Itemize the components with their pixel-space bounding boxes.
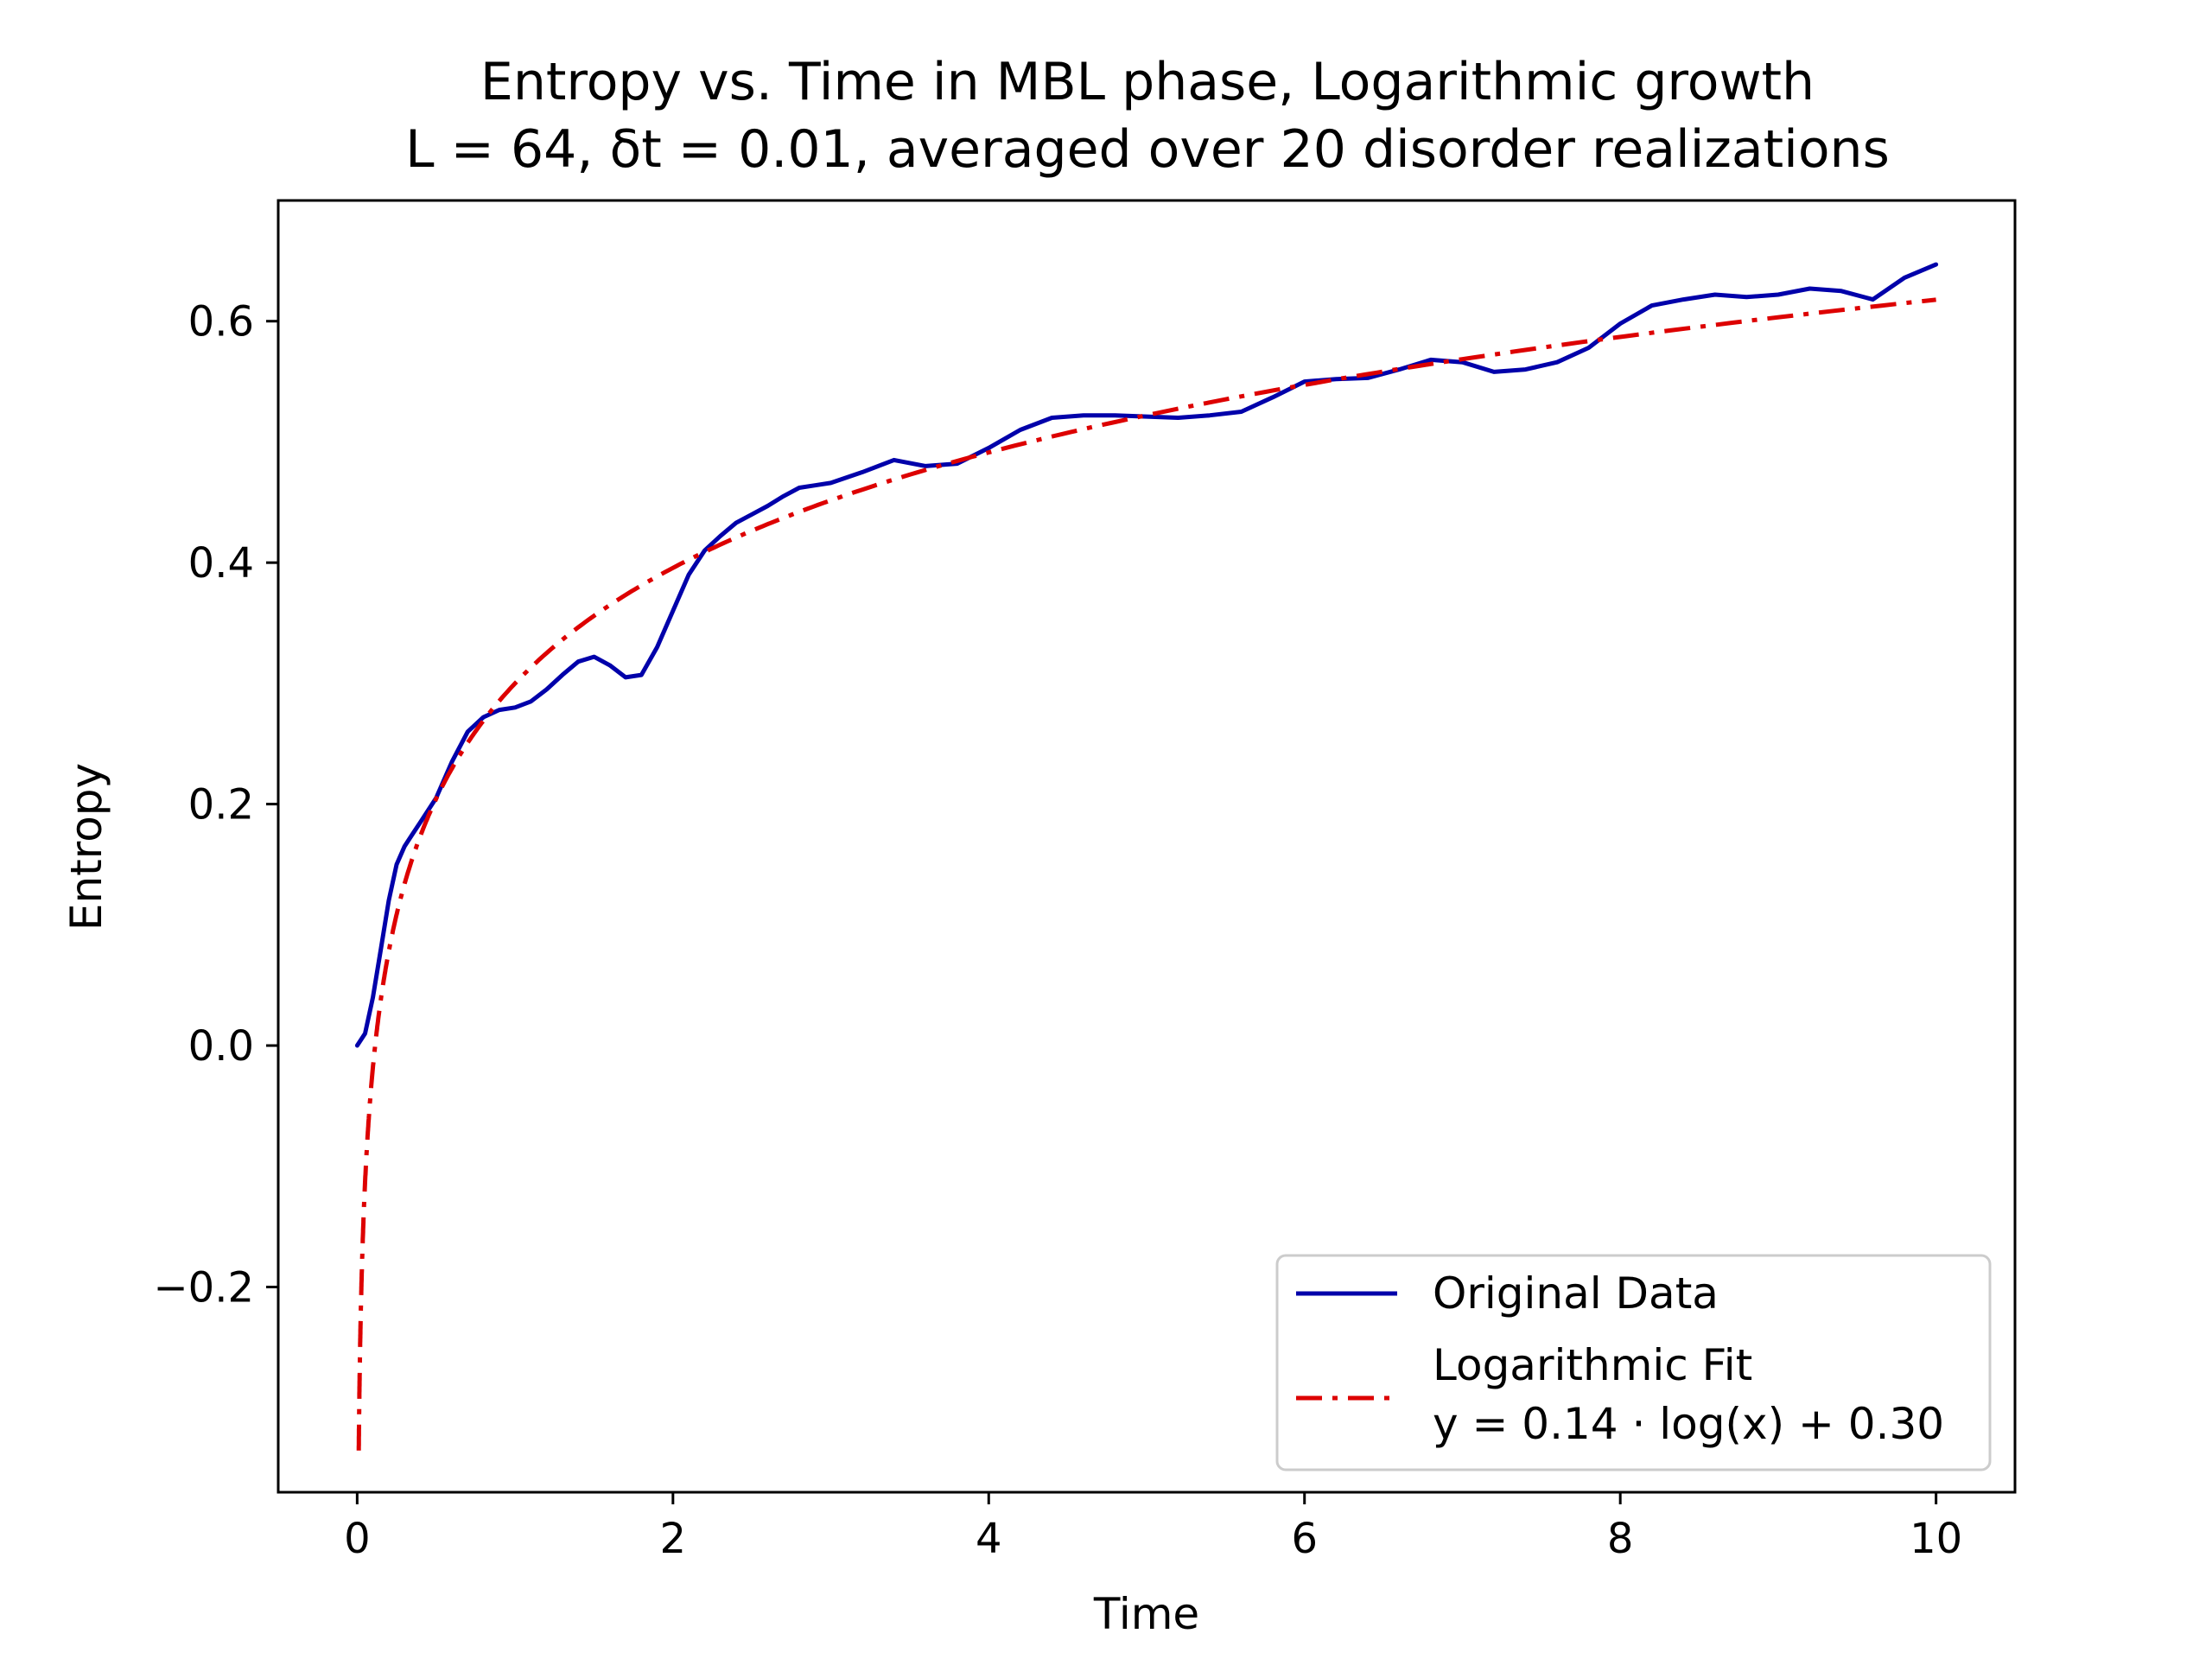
y-tick-label: −0.2 [153, 1263, 254, 1312]
series-layer [354, 262, 1939, 1451]
y-axis-label: Entropy [61, 763, 111, 931]
series-line-logarithmic-fit [356, 297, 1936, 1451]
x-tick-label: 4 [976, 1515, 1002, 1563]
y-tick-label: 0.2 [188, 781, 254, 830]
x-tick-label: 2 [660, 1515, 687, 1563]
legend-label-original-data: Original Data [1433, 1268, 1719, 1319]
plot-area [276, 199, 2017, 1494]
chart-title-group: Entropy vs. Time in MBL phase, Logarithm… [405, 52, 1890, 180]
y-tick-label: 0.4 [188, 539, 254, 588]
chart-title: Entropy vs. Time in MBL phase, Logarithm… [480, 52, 1815, 112]
legend: Original Data Logarithmic Fit y = 0.14 ·… [1275, 1254, 1992, 1471]
x-tick-label: 6 [1291, 1515, 1318, 1563]
x-tick-label: 8 [1607, 1515, 1634, 1563]
y-tick-label: 0.0 [188, 1022, 254, 1071]
x-tick-label: 0 [344, 1515, 371, 1563]
x-tick-label: 10 [1910, 1515, 1962, 1563]
x-axis-label: Time [1093, 1589, 1199, 1639]
series-line-original-data [354, 262, 1939, 1048]
y-tick-label: 0.6 [188, 298, 254, 346]
plot-frame [276, 199, 2017, 1494]
legend-box [1275, 1254, 1992, 1471]
legend-label-fit-equation: y = 0.14 · log(x) + 0.30 [1433, 1399, 1944, 1449]
y-axis: −0.2 0.0 0.2 0.4 0.6 [153, 298, 278, 1312]
legend-label-logarithmic-fit: Logarithmic Fit [1433, 1340, 1752, 1390]
x-axis: 0 2 4 6 8 10 [344, 1492, 1962, 1563]
chart-subtitle: L = 64, δt = 0.01, averaged over 20 diso… [405, 119, 1890, 180]
